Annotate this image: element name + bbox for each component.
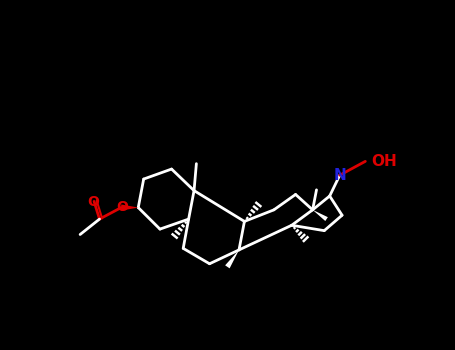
Text: N: N	[334, 168, 346, 183]
Text: O: O	[116, 200, 128, 214]
Text: O: O	[87, 195, 99, 209]
Polygon shape	[313, 210, 328, 221]
Text: OH: OH	[372, 154, 397, 169]
Polygon shape	[225, 250, 239, 268]
Polygon shape	[121, 204, 138, 211]
